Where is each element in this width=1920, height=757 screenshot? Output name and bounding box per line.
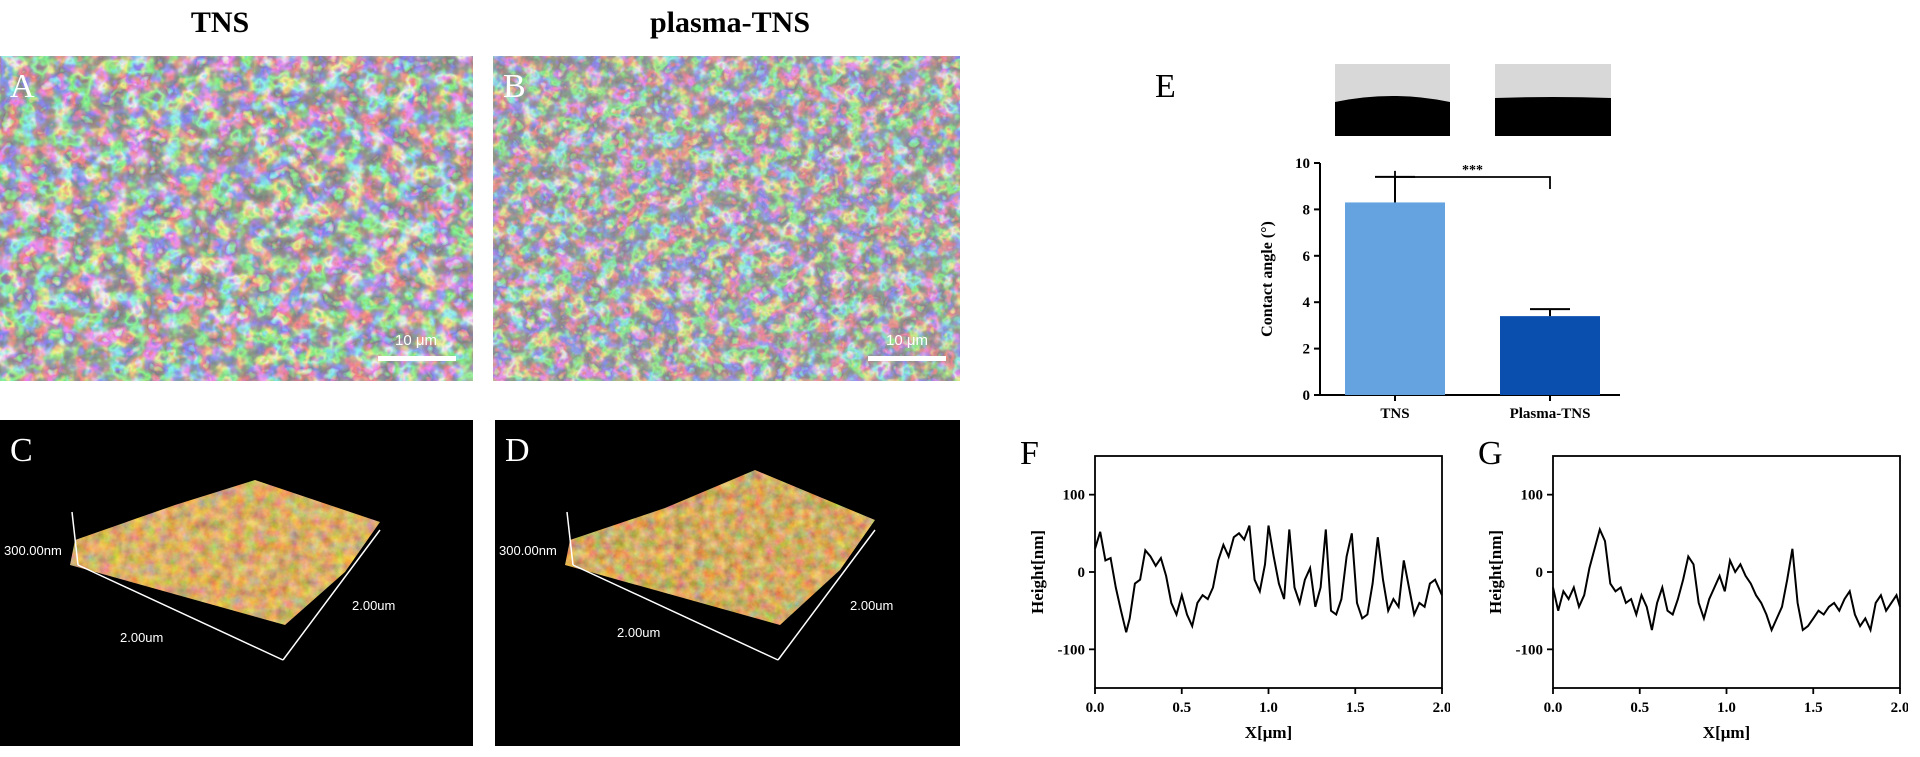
height-profile-series-line [1094, 525, 1443, 633]
afm-z-axis-label: 300.00nm [499, 543, 557, 558]
x-tick-label: 2.0 [1891, 700, 1908, 716]
column-title-tns: TNS [190, 6, 250, 39]
panel-label-b: B [503, 68, 526, 105]
x-tick-label: TNS [1380, 406, 1409, 422]
plot-frame [1094, 455, 1443, 689]
y-tick-label: 4 [1303, 295, 1311, 311]
scale-bar-label: 10 μm [886, 332, 928, 349]
y-tick-label: 2 [1303, 342, 1311, 358]
contact-angle-chart: 0 2 4 6 8 10 Contact angle (°) TNS Plasma-TNS *** [1259, 156, 1620, 422]
afm-y-axis-label: 2.00um [352, 598, 396, 613]
sem-image-plasma-tns: B 10 μm [493, 56, 960, 381]
significance-bracket [1394, 170, 1551, 189]
y-axis-label: Height[nm] [1486, 530, 1505, 614]
droplet-image-plasma-tns [1495, 64, 1611, 136]
panel-label-d: D [505, 432, 530, 469]
y-tick-label: 0 [1303, 388, 1311, 404]
x-tick-label: 1.0 [1259, 700, 1278, 716]
afm-surface-d [495, 420, 960, 746]
x-tick-label: 1.5 [1804, 700, 1823, 716]
x-tick-label: Plasma-TNS [1510, 406, 1591, 422]
x-tick-label: 1.0 [1717, 700, 1736, 716]
x-tick-label: 0.5 [1630, 700, 1649, 716]
scale-bar [868, 356, 946, 361]
y-tick-label: 6 [1303, 249, 1311, 265]
afm-z-axis-label: 300.00nm [4, 543, 62, 558]
panel-label-e: E [1155, 68, 1176, 105]
x-tick-label: 0.5 [1172, 700, 1191, 716]
x-axis-label: X[μm] [1245, 723, 1292, 742]
afm-image-plasma-tns: D 300.00nm 2.00um 2.00um [495, 420, 960, 746]
droplet-image-tns [1335, 64, 1450, 136]
afm-image-tns: C 300.00nm 2.00um 2.00um [0, 420, 473, 746]
afm-surface-c [0, 420, 473, 746]
scale-bar [378, 356, 456, 361]
sem-texture-b [493, 56, 960, 381]
y-axis-label: Height[nm] [1028, 530, 1047, 614]
x-axis-label: X[μm] [1703, 723, 1750, 742]
bar [1500, 316, 1600, 395]
plot-frame [1552, 455, 1901, 689]
panel-label-f: F [1020, 435, 1039, 472]
droplet-shape-tns [1335, 96, 1450, 136]
y-axis-label: Contact angle (°) [1259, 221, 1276, 337]
afm-x-axis-label: 2.00um [120, 630, 164, 645]
sem-image-tns: A 10 μm [0, 56, 473, 381]
y-tick-label: 10 [1295, 156, 1310, 172]
afm-y-axis-label: 2.00um [850, 598, 894, 613]
y-tick-label: -100 [1516, 642, 1544, 658]
height-profile-chart-tns: -100 0 100 0.0 0.5 1.0 1.5 2.0 X[μm] Height[nm] [1028, 455, 1450, 742]
x-tick-label: 0.0 [1086, 700, 1105, 716]
panel-label-c: C [10, 432, 33, 469]
x-tick-label: 0.0 [1544, 700, 1563, 716]
column-title-plasma-tns: plasma-TNS [649, 6, 811, 39]
y-tick-label: -100 [1058, 642, 1086, 658]
sem-texture-a [0, 56, 473, 381]
panel-label-g: G [1478, 435, 1503, 472]
height-profile-series-line [1552, 526, 1901, 634]
y-tick-label: 0 [1536, 565, 1544, 581]
y-tick-label: 100 [1063, 488, 1086, 504]
panel-label-a: A [10, 68, 35, 105]
significance-marker: *** [1462, 163, 1483, 178]
x-tick-label: 1.5 [1346, 700, 1365, 716]
droplet-shape-plasma-tns [1495, 97, 1611, 136]
bar [1345, 202, 1445, 395]
scale-bar-label: 10 μm [395, 332, 437, 349]
y-tick-label: 8 [1303, 202, 1311, 218]
y-tick-label: 100 [1521, 488, 1544, 504]
y-tick-label: 0 [1078, 565, 1086, 581]
x-tick-label: 2.0 [1433, 700, 1450, 716]
afm-x-axis-label: 2.00um [617, 625, 661, 640]
height-profile-chart-plasma-tns: -100 0 100 0.0 0.5 1.0 1.5 2.0 X[μm] Height[nm] [1486, 455, 1908, 742]
